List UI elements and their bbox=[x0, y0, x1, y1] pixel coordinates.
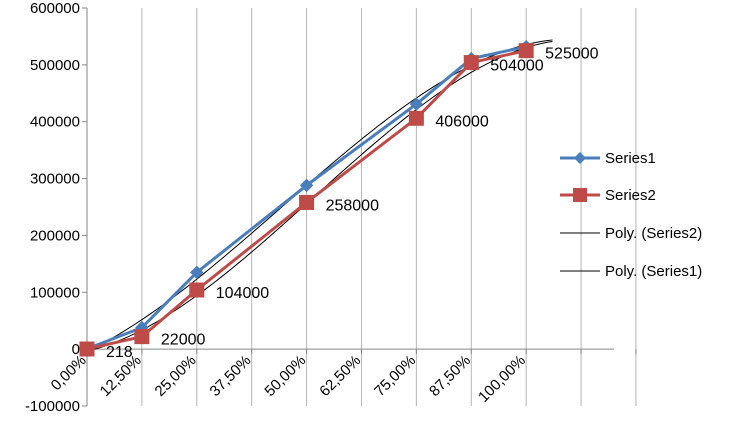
data-label: 525000 bbox=[545, 46, 598, 63]
legend-item: Poly. (Series2) bbox=[560, 225, 702, 242]
trendline-series2 bbox=[86, 40, 553, 352]
legend-item: Series2 bbox=[560, 187, 656, 204]
series2-point bbox=[79, 341, 95, 357]
data-label: 22000 bbox=[161, 332, 206, 349]
legend-item: Poly. (Series1) bbox=[560, 263, 702, 280]
data-label: 218 bbox=[106, 344, 133, 361]
y-axis-tick-labels: -100000 0 100000 200000 300000 400000 500000 60… bbox=[25, 0, 80, 415]
data-label: 504000 bbox=[490, 58, 543, 75]
data-label: 406000 bbox=[435, 113, 488, 130]
x-tick-label: 25,00% bbox=[152, 352, 200, 400]
x-tick-label: 75,00% bbox=[371, 352, 419, 400]
series1-point bbox=[190, 265, 204, 280]
x-tick-label: 62,50% bbox=[316, 352, 364, 400]
x-tick-label: 87,50% bbox=[426, 352, 474, 400]
series2-point bbox=[518, 43, 534, 59]
x-tick-label: 37,50% bbox=[207, 352, 255, 400]
y-tick-label: 300000 bbox=[30, 171, 80, 188]
series1-point bbox=[299, 178, 314, 193]
gridlines bbox=[141, 8, 637, 406]
legend: Series1 Series2 Poly. (Series2) Poly. (Seri… bbox=[560, 150, 702, 280]
y-tick-label: 400000 bbox=[30, 114, 80, 131]
series1-point bbox=[409, 97, 424, 111]
series2-point bbox=[408, 110, 424, 126]
series2-point bbox=[463, 55, 479, 71]
trendlines bbox=[86, 39, 553, 352]
data-label: 258000 bbox=[326, 197, 379, 214]
series2-point bbox=[299, 194, 315, 210]
legend-marker bbox=[573, 188, 587, 202]
y-tick-label: 200000 bbox=[30, 227, 80, 244]
legend-label: Poly. (Series1) bbox=[605, 263, 702, 280]
y-tick-label: 100000 bbox=[30, 284, 80, 301]
trendline-series1 bbox=[86, 39, 553, 352]
series2-point bbox=[189, 282, 205, 298]
x-tick-label: 100,00% bbox=[475, 352, 529, 406]
x-tick-label: 50,00% bbox=[261, 352, 309, 400]
legend-label: Series2 bbox=[605, 187, 656, 204]
legend-marker bbox=[574, 152, 586, 164]
x-tick-label: 0,00% bbox=[48, 352, 90, 394]
data-label: 104000 bbox=[216, 285, 269, 302]
series-markers bbox=[79, 39, 534, 357]
series2-point bbox=[134, 329, 150, 345]
legend-label: Poly. (Series2) bbox=[605, 225, 702, 242]
y-tick-label: -100000 bbox=[25, 398, 80, 415]
y-tick-label: 600000 bbox=[30, 0, 80, 17]
legend-label: Series1 bbox=[605, 150, 656, 167]
y-tick-label: 0 bbox=[72, 341, 80, 358]
y-tick-label: 500000 bbox=[30, 57, 80, 74]
legend-item: Series1 bbox=[560, 150, 656, 167]
